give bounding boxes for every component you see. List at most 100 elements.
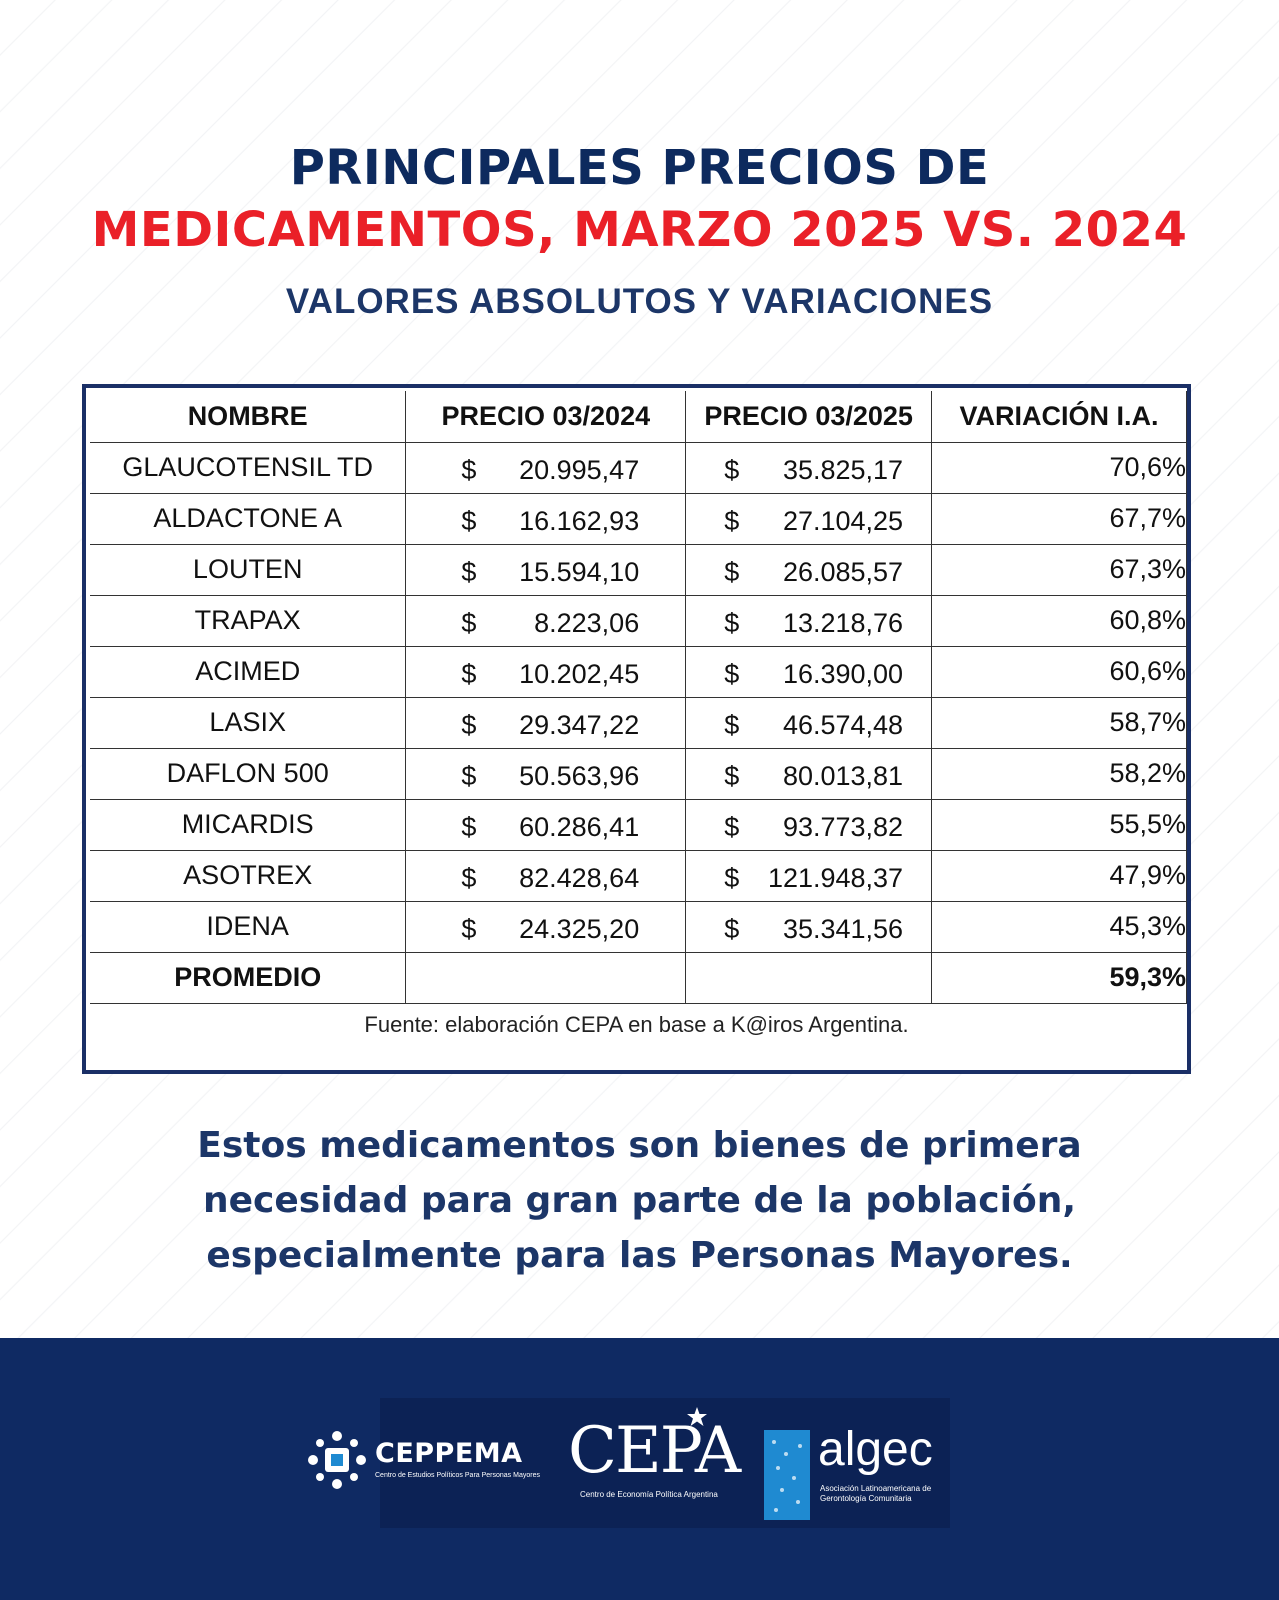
table-row: ALDACTONE A $16.162,93 $27.104,25 67,7% [90,492,1187,545]
price-2024: 15.594,10 [519,556,640,587]
average-empty-cell [685,951,933,1004]
price-2025: 35.341,56 [782,913,904,944]
price-2025: 16.390,00 [782,658,904,689]
price-2025: 35.825,17 [782,454,904,485]
header-price-2024: PRECIO 03/2024 [405,391,687,443]
price-2024: 8.223,06 [534,607,640,638]
price-2025-cell: $35.341,56 [685,900,933,953]
currency-symbol: $ [461,658,477,689]
algec-name: algec [818,1423,933,1476]
header-name: NOMBRE [90,391,407,443]
currency-symbol: $ [461,505,477,536]
currency-symbol: $ [461,862,477,893]
medicine-name: MICARDIS [90,798,407,851]
cepa-name: CEPA [568,1414,741,1488]
currency-symbol: $ [724,811,740,842]
price-2024-cell: $24.325,20 [405,900,687,953]
algec-tagline-line: Gerontología Comunitaria [820,1494,912,1503]
statement-line: especialmente para las Personas Mayores. [206,1235,1073,1276]
currency-symbol: $ [724,862,740,893]
currency-symbol: $ [724,556,740,587]
price-2025: 13.218,76 [782,607,904,638]
variation: 58,2% [931,747,1187,800]
statement-line: Estos medicamentos son bienes de primera [197,1125,1082,1166]
price-2025: 121.948,37 [767,862,904,893]
price-2025: 46.574,48 [782,709,904,740]
price-2025-cell: $26.085,57 [685,543,933,596]
price-2025-cell: $93.773,82 [685,798,933,851]
algec-tagline-line: Asociación Latinoamericana de [820,1484,932,1493]
currency-symbol: $ [724,505,740,536]
price-2024-cell: $8.223,06 [405,594,687,647]
price-2025: 27.104,25 [782,505,904,536]
variation: 47,9% [931,849,1187,902]
price-2024-cell: $29.347,22 [405,696,687,749]
header-price-2025: PRECIO 03/2025 [685,391,933,443]
algec-tagline: Asociación Latinoamericana de Gerontolog… [820,1484,931,1504]
source-note: Fuente: elaboración CEPA en base a K@iro… [364,1012,909,1037]
medicine-name: LASIX [90,696,407,749]
currency-symbol: $ [724,607,740,638]
variation: 67,3% [931,543,1187,596]
title-line-2: MEDICAMENTOS, MARZO 2025 VS. 2024 [91,202,1188,258]
table-row: DAFLON 500 $50.563,96 $80.013,81 58,2% [90,747,1187,800]
subtitle: VALORES ABSOLUTOS Y VARIACIONES [285,282,994,321]
header-variation: VARIACIÓN I.A. [931,391,1187,443]
medicine-name: ACIMED [90,645,407,698]
table-header-row: NOMBRE PRECIO 03/2024 PRECIO 03/2025 VAR… [90,391,1187,443]
variation: 67,7% [931,492,1187,545]
price-2024-cell: $10.202,45 [405,645,687,698]
table-row: LOUTEN $15.594,10 $26.085,57 67,3% [90,543,1187,596]
ceppema-logo: CEPPEMA Centro de Estudios Políticos Par… [305,1398,545,1528]
algec-emblem-icon [764,1430,810,1520]
cepa-logo: CEPA Centro de Economía Política Argenti… [568,1398,741,1528]
price-2024-cell: $15.594,10 [405,543,687,596]
star-icon [687,1407,707,1426]
currency-symbol: $ [461,556,477,587]
medicine-name: ALDACTONE A [90,492,407,545]
variation: 60,6% [931,645,1187,698]
price-2024: 16.162,93 [519,505,640,536]
currency-symbol: $ [461,760,477,791]
ceppema-name: CEPPEMA [375,1438,523,1469]
table-row: ACIMED $10.202,45 $16.390,00 60,6% [90,645,1187,698]
price-table-frame: NOMBRE PRECIO 03/2024 PRECIO 03/2025 VAR… [82,384,1191,1074]
statement-line: necesidad para gran parte de la població… [202,1180,1077,1221]
price-2024: 29.347,22 [519,709,640,740]
price-2024: 10.202,45 [519,658,640,689]
cepa-tagline: Centro de Economía Política Argentina [580,1490,718,1499]
price-2024-cell: $82.428,64 [405,849,687,902]
price-2025-cell: $16.390,00 [685,645,933,698]
average-row: PROMEDIO 59,3% [90,951,1187,1004]
currency-symbol: $ [724,454,740,485]
currency-symbol: $ [461,709,477,740]
table-row: ASOTREX $82.428,64 $121.948,37 47,9% [90,849,1187,902]
price-2025: 26.085,57 [782,556,904,587]
title-line-1: PRINCIPALES PRECIOS DE [289,140,990,196]
price-2024: 50.563,96 [519,760,640,791]
ceppema-tagline: Centro de Estudios Políticos Para Person… [375,1472,540,1479]
statement: Estos medicamentos son bienes de primera… [0,1118,1279,1283]
ceppema-emblem-icon [308,1431,366,1489]
medicine-name: TRAPAX [90,594,407,647]
currency-symbol: $ [724,913,740,944]
logo-strip: CEPPEMA Centro de Estudios Políticos Par… [308,1398,950,1528]
algec-logo: algec Asociación Latinoamericana de Gero… [758,1398,948,1528]
price-2025-cell: $27.104,25 [685,492,933,545]
price-2024: 24.325,20 [519,913,640,944]
price-2024-cell: $50.563,96 [405,747,687,800]
price-2025-cell: $35.825,17 [685,441,933,494]
price-2024-cell: $60.286,41 [405,798,687,851]
price-2025-cell: $46.574,48 [685,696,933,749]
price-2025-cell: $121.948,37 [685,849,933,902]
table-row: TRAPAX $8.223,06 $13.218,76 60,8% [90,594,1187,647]
currency-symbol: $ [724,709,740,740]
variation: 55,5% [931,798,1187,851]
price-2024: 82.428,64 [519,862,640,893]
variation: 45,3% [931,900,1187,953]
currency-symbol: $ [461,454,477,485]
currency-symbol: $ [461,913,477,944]
price-2024-cell: $20.995,47 [405,441,687,494]
average-variation: 59,3% [931,951,1187,1004]
medicine-name: DAFLON 500 [90,747,407,800]
